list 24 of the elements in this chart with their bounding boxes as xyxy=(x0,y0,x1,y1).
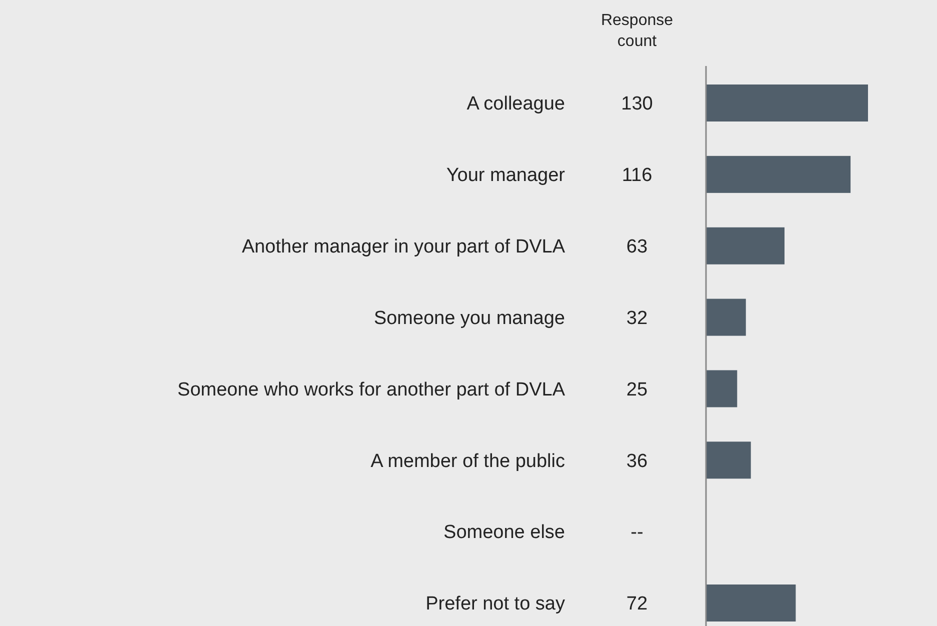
bar xyxy=(706,584,796,622)
y-tick-label: A colleague xyxy=(466,94,565,115)
bar xyxy=(706,156,851,193)
y-tick-label: Prefer not to say xyxy=(426,594,566,615)
data-label: 130 xyxy=(621,94,653,115)
data-label: 63 xyxy=(626,236,648,258)
y-tick-label: A member of the public xyxy=(370,450,565,472)
data-label: 32 xyxy=(626,308,648,329)
y-tick-label: Another manager in your part of DVLA xyxy=(242,236,566,258)
bar xyxy=(706,227,785,264)
data-label: 72 xyxy=(626,594,648,615)
data-label: 25 xyxy=(626,379,648,400)
bar xyxy=(706,84,868,122)
x-axis-title: Response count xyxy=(600,12,674,50)
data-label: 36 xyxy=(626,450,648,472)
bar xyxy=(706,442,751,479)
y-tick-label: Someone you manage xyxy=(374,308,565,329)
y-tick-label: Someone who works for another part of DVLA xyxy=(177,379,566,400)
bar xyxy=(706,298,746,336)
bar xyxy=(706,370,738,408)
y-tick-label: Your manager xyxy=(446,165,566,186)
data-label: 116 xyxy=(622,165,652,186)
y-tick-label: Someone else xyxy=(444,522,565,544)
text: -- xyxy=(630,522,644,544)
